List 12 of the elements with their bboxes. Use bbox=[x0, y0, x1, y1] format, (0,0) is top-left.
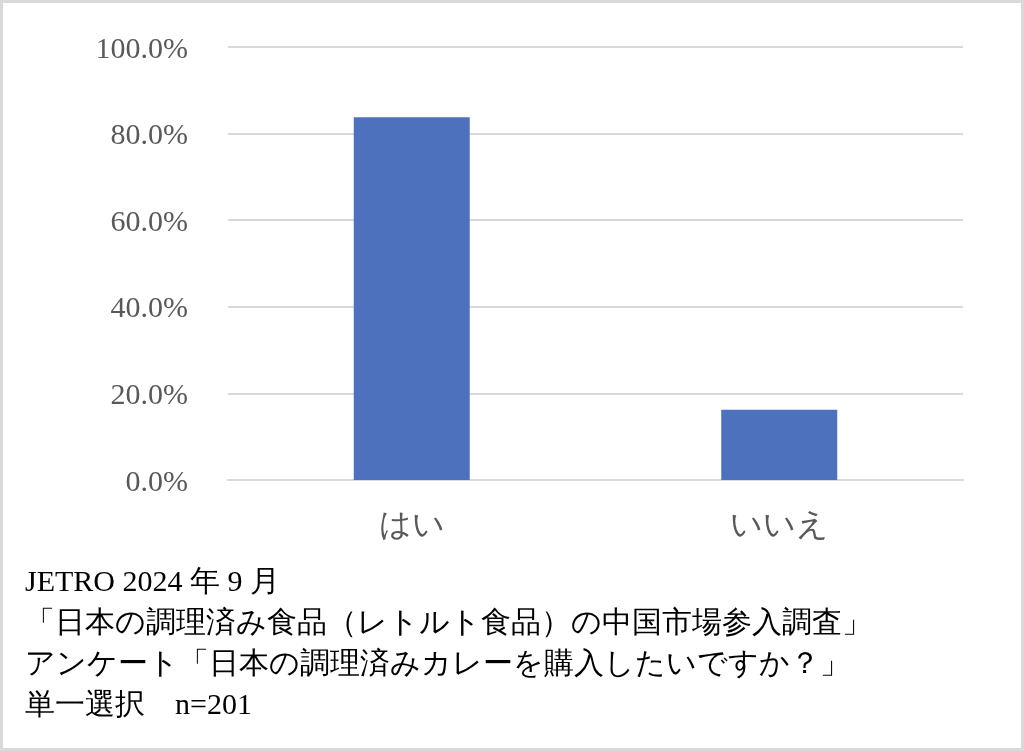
y-tick-label: 80.0% bbox=[110, 117, 188, 151]
text: 単一選択 n=201 bbox=[25, 686, 252, 720]
text: JETRO 2024 年 9 月 bbox=[25, 563, 280, 597]
y-tick-label: 40.0% bbox=[110, 290, 188, 324]
y-tick-label: 100.0% bbox=[95, 30, 188, 64]
x-tick-label: はい bbox=[378, 506, 445, 542]
text: アンケート「日本の調理済みカレーを購入したいですか？」 bbox=[25, 645, 850, 679]
y-tick-label: 0.0% bbox=[125, 463, 188, 497]
x-tick-label: いいえ bbox=[729, 506, 829, 542]
y-tick-label: 20.0% bbox=[110, 376, 188, 410]
y-tick-label: 60.0% bbox=[110, 203, 188, 237]
text: 「日本の調理済み食品（レトルト食品）の中国市場参入調査」 bbox=[25, 604, 872, 638]
